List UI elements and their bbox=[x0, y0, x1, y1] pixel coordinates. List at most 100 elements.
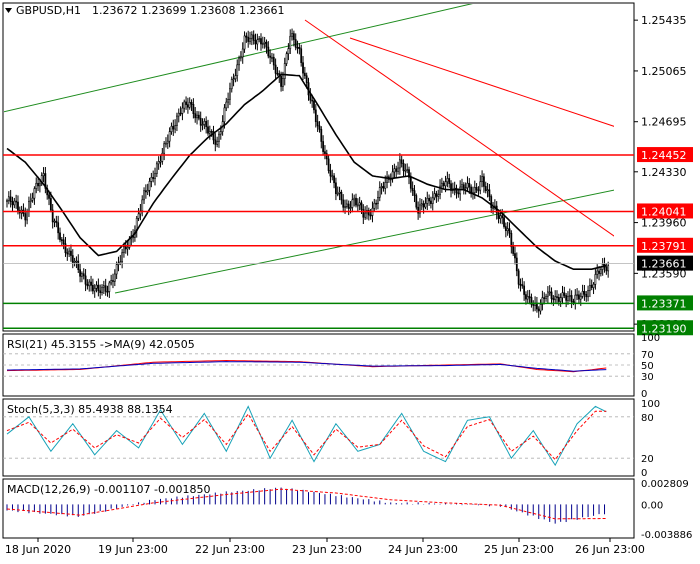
time-axis-label: 23 Jun 23:00 bbox=[292, 543, 362, 556]
candle-body bbox=[607, 265, 610, 272]
candle-body bbox=[230, 79, 233, 90]
candle-body bbox=[256, 39, 259, 45]
candle-body bbox=[483, 176, 485, 187]
candle-body bbox=[108, 282, 111, 292]
current-price-badge bbox=[637, 255, 693, 271]
candle-body bbox=[556, 296, 558, 298]
candle-body bbox=[514, 253, 516, 259]
candle-body bbox=[188, 101, 191, 108]
candle-body bbox=[557, 297, 560, 302]
candle-body bbox=[238, 57, 240, 66]
candle-body bbox=[402, 163, 405, 171]
candle-body bbox=[532, 304, 535, 306]
candle-body bbox=[503, 217, 505, 227]
candle-body bbox=[322, 141, 325, 152]
symbol-dropdown-icon[interactable] bbox=[5, 8, 12, 13]
candle-body bbox=[369, 214, 372, 217]
candle-body bbox=[75, 260, 78, 263]
candle-body bbox=[283, 63, 286, 79]
candle-body bbox=[398, 159, 401, 169]
candle-body bbox=[380, 186, 383, 188]
candle-body bbox=[351, 199, 354, 208]
time-axis-label: 24 Jun 23:00 bbox=[388, 543, 458, 556]
price-axis-label: 1.24695 bbox=[641, 116, 687, 129]
candle-body bbox=[521, 284, 524, 287]
candle-body bbox=[598, 270, 600, 274]
candle-body bbox=[187, 104, 189, 108]
candle-body bbox=[126, 247, 129, 250]
candle-body bbox=[289, 35, 292, 49]
candle-body bbox=[345, 203, 348, 207]
channel-lower-line bbox=[114, 189, 614, 294]
resistance-level-badge-label: 1.23791 bbox=[641, 240, 687, 253]
candle-body bbox=[543, 297, 546, 299]
candle-body bbox=[581, 291, 584, 297]
candle-body bbox=[148, 181, 151, 191]
candle-body bbox=[444, 181, 447, 187]
candle-body bbox=[6, 200, 8, 202]
candle-body bbox=[439, 185, 441, 196]
candle-body bbox=[539, 304, 542, 312]
candle-body bbox=[316, 121, 319, 127]
candle-body bbox=[123, 246, 125, 254]
candle-body bbox=[106, 291, 109, 293]
candle-body bbox=[375, 202, 378, 205]
candle-body bbox=[338, 191, 341, 194]
macd-axis-label: 0.00 bbox=[641, 500, 663, 511]
candle-body bbox=[227, 98, 230, 103]
candle-body bbox=[33, 188, 36, 199]
price-axis-label: 1.23960 bbox=[641, 217, 687, 230]
candle-body bbox=[406, 169, 409, 171]
candle-body bbox=[333, 175, 335, 184]
candle-body bbox=[59, 232, 61, 240]
candle-body bbox=[216, 141, 219, 145]
candle-body bbox=[90, 281, 92, 286]
candle-body bbox=[55, 220, 58, 224]
candle-body bbox=[218, 133, 220, 142]
candle-body bbox=[66, 252, 69, 255]
candle-body bbox=[344, 206, 346, 208]
candle-body bbox=[95, 284, 98, 289]
candle-body bbox=[219, 131, 222, 135]
candle-body bbox=[492, 207, 494, 209]
support-level-badge-label: 1.23190 bbox=[641, 322, 687, 335]
candle-body bbox=[272, 56, 275, 66]
stoch-signal-line bbox=[6, 410, 607, 461]
stoch-axis-label: 0 bbox=[641, 468, 647, 479]
candle-body bbox=[269, 55, 272, 58]
candle-body bbox=[174, 125, 177, 130]
candle-body bbox=[113, 273, 116, 282]
candle-body bbox=[261, 43, 264, 45]
candle-body bbox=[424, 203, 427, 208]
rsi-label: RSI(21) 45.3155 ->MA(9) 42.0505 bbox=[7, 338, 195, 351]
candle-body bbox=[168, 131, 171, 142]
candle-body bbox=[335, 182, 337, 194]
candle-body bbox=[239, 56, 242, 59]
candle-body bbox=[154, 173, 156, 179]
candle-body bbox=[146, 190, 149, 193]
candle-body bbox=[309, 94, 312, 101]
candle-body bbox=[550, 291, 553, 299]
candle-body bbox=[15, 200, 18, 203]
candle-body bbox=[517, 270, 520, 285]
candle-body bbox=[548, 291, 551, 294]
candle-body bbox=[386, 176, 388, 183]
candle-body bbox=[324, 151, 326, 154]
candle-body bbox=[212, 131, 215, 141]
candle-body bbox=[587, 290, 589, 298]
candle-body bbox=[179, 112, 182, 115]
candle-body bbox=[578, 294, 580, 300]
candle-body bbox=[373, 202, 376, 209]
candle-body bbox=[477, 189, 480, 192]
candle-body bbox=[552, 298, 555, 301]
candle-body bbox=[461, 184, 463, 188]
candle-body bbox=[417, 206, 420, 214]
candle-body bbox=[367, 209, 370, 216]
candle-body bbox=[119, 261, 122, 264]
price-panel bbox=[2, 2, 635, 332]
stoch-main-line bbox=[6, 405, 607, 467]
candle-body bbox=[572, 301, 575, 304]
candle-body bbox=[462, 184, 465, 189]
macd-label: MACD(12,26,9) -0.001107 -0.001850 bbox=[7, 483, 210, 496]
